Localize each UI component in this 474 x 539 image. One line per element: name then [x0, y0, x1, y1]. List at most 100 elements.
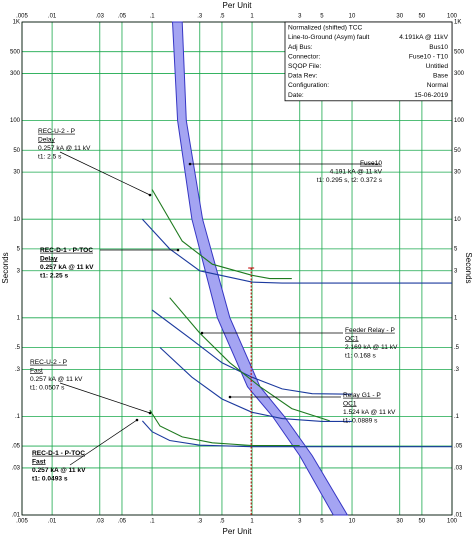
- annotation-text: Delay: [40, 255, 58, 262]
- plot-frame: [21, 21, 453, 516]
- x-tick-label: 50: [419, 519, 426, 525]
- annotation-text: t1: 0.0889 s: [343, 417, 378, 424]
- x-axis-title: Per Unit: [223, 527, 253, 536]
- annotation-text: 2.169 kA @ 11 kV: [345, 344, 398, 351]
- annotation-text: OC1: [343, 400, 357, 407]
- x-tick-label-top: 10: [349, 14, 356, 20]
- curve: [169, 297, 330, 422]
- y-tick-label-right: 3: [454, 268, 458, 274]
- x-tick-label-top: .3: [197, 14, 203, 20]
- x-tick-label: .005: [16, 519, 28, 525]
- y-tick-label: 5: [17, 246, 21, 252]
- curve: [141, 218, 452, 284]
- y-tick-label-right: 10: [454, 217, 461, 223]
- info-value: Bus10: [429, 44, 448, 51]
- info-box-frame: [284, 21, 453, 102]
- x-tick-label: .03: [96, 519, 105, 525]
- annotation-text: Fast: [32, 458, 46, 465]
- annotation-text: 1.524 kA @ 11 kV: [343, 409, 396, 416]
- x-tick-label-top: .05: [118, 14, 127, 20]
- y-tick-label: 100: [10, 118, 21, 124]
- y-tick-label-right: .03: [454, 466, 463, 472]
- y-tick-label-right: .05: [454, 444, 463, 450]
- annotation-text: REC-U-2 - P: [38, 128, 76, 135]
- annotation-text: 0.257 kA @ 11 kV: [40, 264, 94, 271]
- annotation-text: t1: 0.168 s: [345, 352, 376, 359]
- annotation-text: Feeder Relay - P: [345, 327, 395, 334]
- y-tick-label: 1K: [13, 20, 20, 26]
- y-tick-label: .1: [15, 414, 21, 420]
- leader-dot: [200, 331, 204, 335]
- y-tick-label: 3: [17, 268, 21, 274]
- info-key: Configuration:: [288, 82, 329, 89]
- y-tick-label: .03: [12, 466, 21, 472]
- y-tick-label: 1: [17, 315, 21, 321]
- y-tick-label-right: 1K: [454, 20, 461, 26]
- info-value: Fuse10 - T10: [409, 53, 448, 60]
- annotation-text: Delay: [38, 136, 56, 143]
- annotation-text: Relay G1 - P: [343, 392, 381, 399]
- leader-line: [59, 382, 151, 414]
- annotation-text: 0.257 kA @ 11 kV: [30, 376, 83, 383]
- x-tick-label-top: 100: [447, 14, 458, 20]
- y-tick-label: 50: [13, 148, 20, 154]
- annotation-text: t1: 2.25 s: [40, 272, 69, 279]
- annotation-text: t1: 0.0507 s: [30, 384, 65, 391]
- y-tick-label: 30: [13, 170, 20, 176]
- y-tick-label-right: 30: [454, 170, 461, 176]
- y-tick-label-right: 300: [454, 71, 465, 77]
- x-tick-label: 30: [396, 519, 403, 525]
- annotation-text: 0.257 kA @ 11 kV: [38, 145, 91, 152]
- curve: [151, 189, 292, 280]
- x-tick-label-top: .1: [150, 14, 156, 20]
- info-key: Date:: [288, 92, 304, 99]
- x-tick-label: 100: [447, 519, 458, 525]
- y-tick-label-right: 100: [454, 118, 465, 124]
- x-tick-label: .3: [197, 519, 203, 525]
- y-tick-label: 300: [10, 71, 21, 77]
- x-tick-label-top: 3: [298, 14, 302, 20]
- curve: [141, 420, 452, 448]
- y-tick-label: .05: [12, 444, 21, 450]
- y-tick-label: 10: [13, 217, 20, 223]
- curve: [151, 309, 353, 395]
- annotation-text: OC1: [345, 335, 359, 342]
- y-tick-label: .3: [15, 367, 21, 373]
- info-key: Line-to-Ground (Asym) fault: [288, 34, 370, 41]
- y-axis-title: Seconds: [1, 252, 10, 283]
- annotation-text: Fast: [30, 367, 43, 374]
- y-tick-label-right: .5: [454, 345, 460, 351]
- x-tick-label-top: .005: [16, 14, 28, 20]
- y-tick-label-right: 500: [454, 49, 465, 55]
- x-tick-label-top: 30: [396, 14, 403, 20]
- leader-dot: [148, 411, 152, 415]
- y-tick-label-right: 50: [454, 148, 461, 154]
- x-tick-label: .05: [118, 519, 127, 525]
- info-title: Normalized (shifted) TCC: [288, 25, 362, 32]
- x-tick-label-top: .5: [219, 14, 225, 20]
- info-key: SQOP File:: [288, 63, 321, 70]
- fuse-band: [171, 21, 349, 516]
- y-tick-label-right: 1: [454, 315, 458, 321]
- x-tick-label: 5: [320, 519, 324, 525]
- y-tick-label-right: .01: [454, 513, 463, 519]
- x-tick-label-top: .01: [48, 14, 57, 20]
- x-tick-label: 3: [298, 519, 302, 525]
- info-value: 15-06-2019: [414, 92, 448, 99]
- annotation-text: t1: 0.295 s, t2: 0.372 s: [317, 177, 383, 184]
- curve: [149, 409, 300, 447]
- info-value: Base: [433, 73, 448, 80]
- x-tick-label-top: 50: [419, 14, 426, 20]
- leader-dot: [176, 248, 180, 252]
- annotation-text: 4.191 kA @ 11 kV: [330, 168, 383, 175]
- x-tick-label-top: .03: [96, 14, 105, 20]
- info-value: 4.191kA @ 11kV: [399, 34, 448, 41]
- x-tick-label: 10: [349, 519, 356, 525]
